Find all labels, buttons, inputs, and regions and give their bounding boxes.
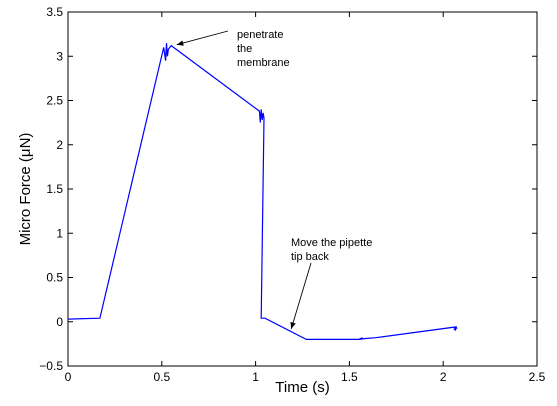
- tick-labels: 0 0.5 1 1.5 2 2.5−0.500.511.522.533.5: [39, 5, 545, 384]
- ticks: [67, 11, 538, 367]
- y-tick-label: 3: [56, 49, 63, 63]
- series-line: [67, 42, 458, 340]
- annotation: penetrate the membrane: [176, 29, 290, 69]
- plot-area: [67, 11, 538, 367]
- y-tick-label: 0: [56, 315, 63, 329]
- annotation-arrow-shaft: [176, 30, 229, 46]
- x-axis-label: Time (s): [275, 379, 329, 396]
- y-tick-label: 1: [56, 226, 63, 240]
- x-tick-label: 0: [65, 370, 72, 384]
- y-tick-label: 0.5: [46, 271, 63, 285]
- annotation: Move the pipette tip back: [290, 237, 372, 329]
- y-tick-label: 2: [56, 138, 63, 152]
- annotation-text: tip back: [291, 251, 329, 263]
- y-tick-label: −0.5: [39, 359, 63, 373]
- x-tick-label: 0.5: [153, 370, 170, 384]
- annotation-arrow-head: [290, 321, 296, 329]
- y-tick-label: 2.5: [46, 94, 63, 108]
- annotations: penetrate the membrane Move the pipette tip …: [176, 29, 372, 329]
- x-tick-label: 2.5: [529, 370, 546, 384]
- y-tick-label: 3.5: [46, 5, 63, 19]
- y-axis-label: Micro Force (μN): [17, 133, 34, 246]
- x-tick-label: 1: [252, 370, 259, 384]
- annotation-arrow-shaft: [290, 262, 312, 329]
- x-tick-label: 2: [440, 370, 447, 384]
- y-tick-label: 1.5: [46, 182, 63, 196]
- annotation-text: Move the pipette: [291, 237, 372, 249]
- annotation-text: membrane: [237, 57, 290, 69]
- annotation-text: penetrate: [237, 29, 283, 41]
- annotation-arrow-head: [176, 40, 184, 46]
- annotation-text: the: [237, 43, 252, 55]
- x-tick-label: 1.5: [341, 370, 358, 384]
